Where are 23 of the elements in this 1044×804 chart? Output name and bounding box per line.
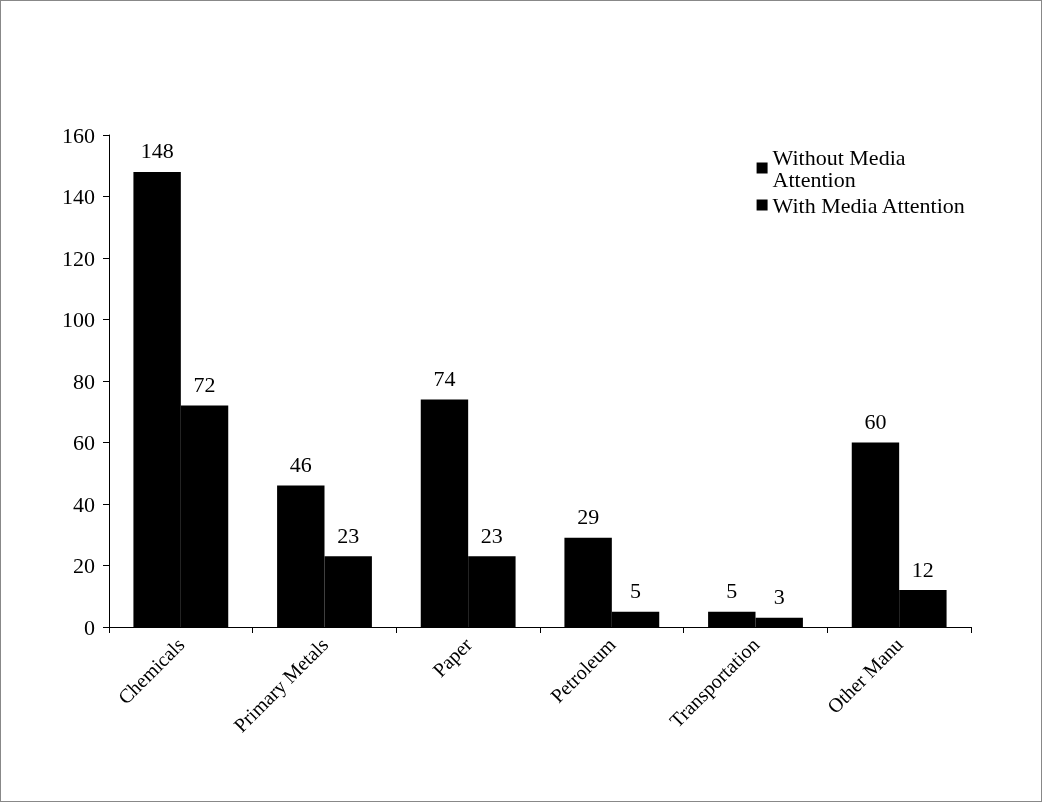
data-label: 5 bbox=[726, 578, 738, 604]
legend-label: With Media Attention bbox=[772, 192, 965, 218]
y-tick-label: 40 bbox=[73, 491, 95, 517]
data-label: 60 bbox=[864, 409, 887, 434]
data-label: 3 bbox=[773, 584, 785, 610]
data-label: 12 bbox=[911, 556, 934, 582]
data-label: 46 bbox=[289, 452, 312, 478]
data-label: 23 bbox=[480, 522, 503, 548]
legend-label: Without Media Attention bbox=[772, 144, 912, 192]
y-tick-label: 80 bbox=[73, 368, 95, 394]
data-label: 23 bbox=[337, 522, 360, 548]
y-tick-label: 100 bbox=[62, 307, 95, 332]
y-tick-label: 160 bbox=[62, 122, 95, 148]
data-label: 29 bbox=[577, 504, 600, 530]
y-tick-label: 140 bbox=[62, 184, 95, 209]
y-tick-label: 60 bbox=[73, 430, 95, 455]
data-label: 72 bbox=[193, 372, 216, 398]
y-tick-label: 20 bbox=[73, 553, 95, 578]
data-label: 148 bbox=[140, 138, 174, 164]
data-label: 5 bbox=[630, 578, 642, 604]
y-tick-label: 0 bbox=[84, 614, 95, 640]
data-label: 74 bbox=[433, 365, 456, 391]
y-tick-label: 120 bbox=[62, 245, 95, 271]
